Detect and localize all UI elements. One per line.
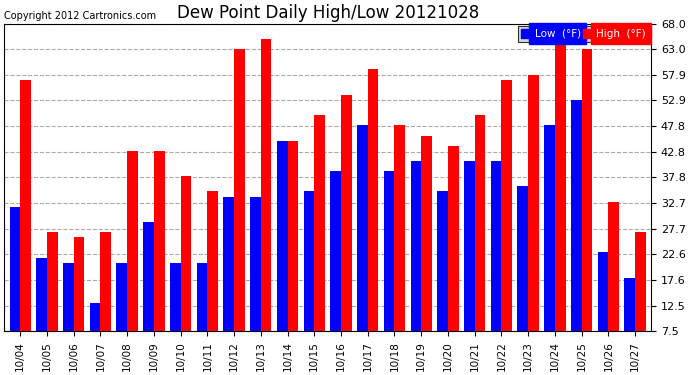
Bar <box>207 192 218 369</box>
Bar <box>277 141 288 369</box>
Bar <box>528 75 539 369</box>
Bar <box>10 207 20 369</box>
Bar <box>63 262 74 369</box>
Bar <box>20 80 31 369</box>
Bar <box>154 151 165 369</box>
Bar <box>437 192 448 369</box>
Bar <box>609 202 619 369</box>
Bar <box>502 80 512 369</box>
Bar <box>181 176 191 369</box>
Bar <box>314 115 325 369</box>
Bar <box>117 262 127 369</box>
Bar <box>37 258 47 369</box>
Bar <box>518 186 528 369</box>
Bar <box>357 125 368 369</box>
Bar <box>101 232 111 369</box>
Bar <box>475 115 485 369</box>
Bar <box>250 196 261 369</box>
Bar <box>288 141 298 369</box>
Bar <box>261 39 271 369</box>
Bar <box>421 135 432 369</box>
Bar <box>90 303 101 369</box>
Bar <box>491 161 502 369</box>
Legend: Low  (°F), High  (°F): Low (°F), High (°F) <box>518 26 649 42</box>
Bar <box>224 196 234 369</box>
Bar <box>341 95 352 369</box>
Bar <box>74 237 84 369</box>
Bar <box>197 262 207 369</box>
Title: Dew Point Daily High/Low 20121028: Dew Point Daily High/Low 20121028 <box>177 4 479 22</box>
Bar <box>624 278 635 369</box>
Bar <box>127 151 138 369</box>
Bar <box>448 146 459 369</box>
Bar <box>411 161 421 369</box>
Bar <box>635 232 646 369</box>
Bar <box>544 125 555 369</box>
Bar <box>384 171 395 369</box>
Bar <box>395 125 405 369</box>
Bar <box>571 100 582 369</box>
Bar <box>331 171 341 369</box>
Bar <box>304 192 314 369</box>
Bar <box>368 69 378 369</box>
Bar <box>170 262 181 369</box>
Bar <box>464 161 475 369</box>
Bar <box>144 222 154 369</box>
Bar <box>234 49 245 369</box>
Bar <box>47 232 58 369</box>
Text: Copyright 2012 Cartronics.com: Copyright 2012 Cartronics.com <box>4 10 157 21</box>
Bar <box>582 49 592 369</box>
Bar <box>598 252 609 369</box>
Bar <box>555 24 566 369</box>
